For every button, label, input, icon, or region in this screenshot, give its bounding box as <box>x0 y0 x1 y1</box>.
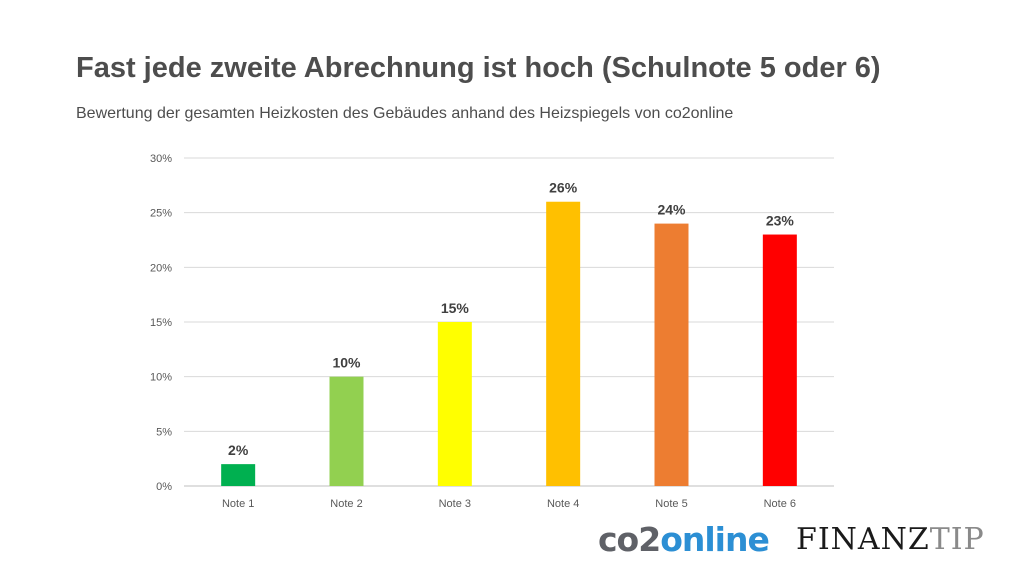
y-tick-label: 25% <box>150 208 172 220</box>
y-tick-label: 10% <box>150 372 172 384</box>
data-label: 10% <box>332 355 361 371</box>
bar <box>654 223 689 486</box>
co2online-logo-part2: online <box>660 520 770 559</box>
y-tick-label: 30% <box>150 153 172 165</box>
page-subtitle: Bewertung der gesamten Heizkosten des Ge… <box>76 105 734 122</box>
y-tick-label: 15% <box>150 317 172 329</box>
y-tick-label: 20% <box>150 262 172 274</box>
finanztip-logo-part1: FINANZ <box>796 522 930 557</box>
bar <box>762 234 797 486</box>
bar <box>546 201 581 486</box>
bar <box>437 322 472 486</box>
data-label: 2% <box>228 442 249 458</box>
co2online-logo-part1: co2 <box>598 520 661 559</box>
x-tick-label: Note 3 <box>439 498 471 510</box>
data-label: 15% <box>441 300 470 316</box>
finanztip-logo: FINANZTIP <box>796 522 985 557</box>
bar <box>329 376 364 486</box>
data-label: 24% <box>657 202 686 218</box>
x-tick-label: Note 5 <box>655 498 687 510</box>
co2online-logo: co2online <box>598 520 770 559</box>
y-tick-label: 5% <box>156 426 172 438</box>
finanztip-logo-part2: TIP <box>929 522 985 557</box>
data-label: 26% <box>549 180 578 196</box>
x-tick-label: Note 6 <box>764 498 796 510</box>
bar <box>221 464 256 486</box>
x-tick-label: Note 1 <box>222 498 254 510</box>
x-tick-label: Note 4 <box>547 498 579 510</box>
y-tick-label: 0% <box>156 481 172 493</box>
page-title: Fast jede zweite Abrechnung ist hoch (Sc… <box>76 52 881 84</box>
data-label: 23% <box>766 213 795 229</box>
x-tick-label: Note 2 <box>330 498 362 510</box>
